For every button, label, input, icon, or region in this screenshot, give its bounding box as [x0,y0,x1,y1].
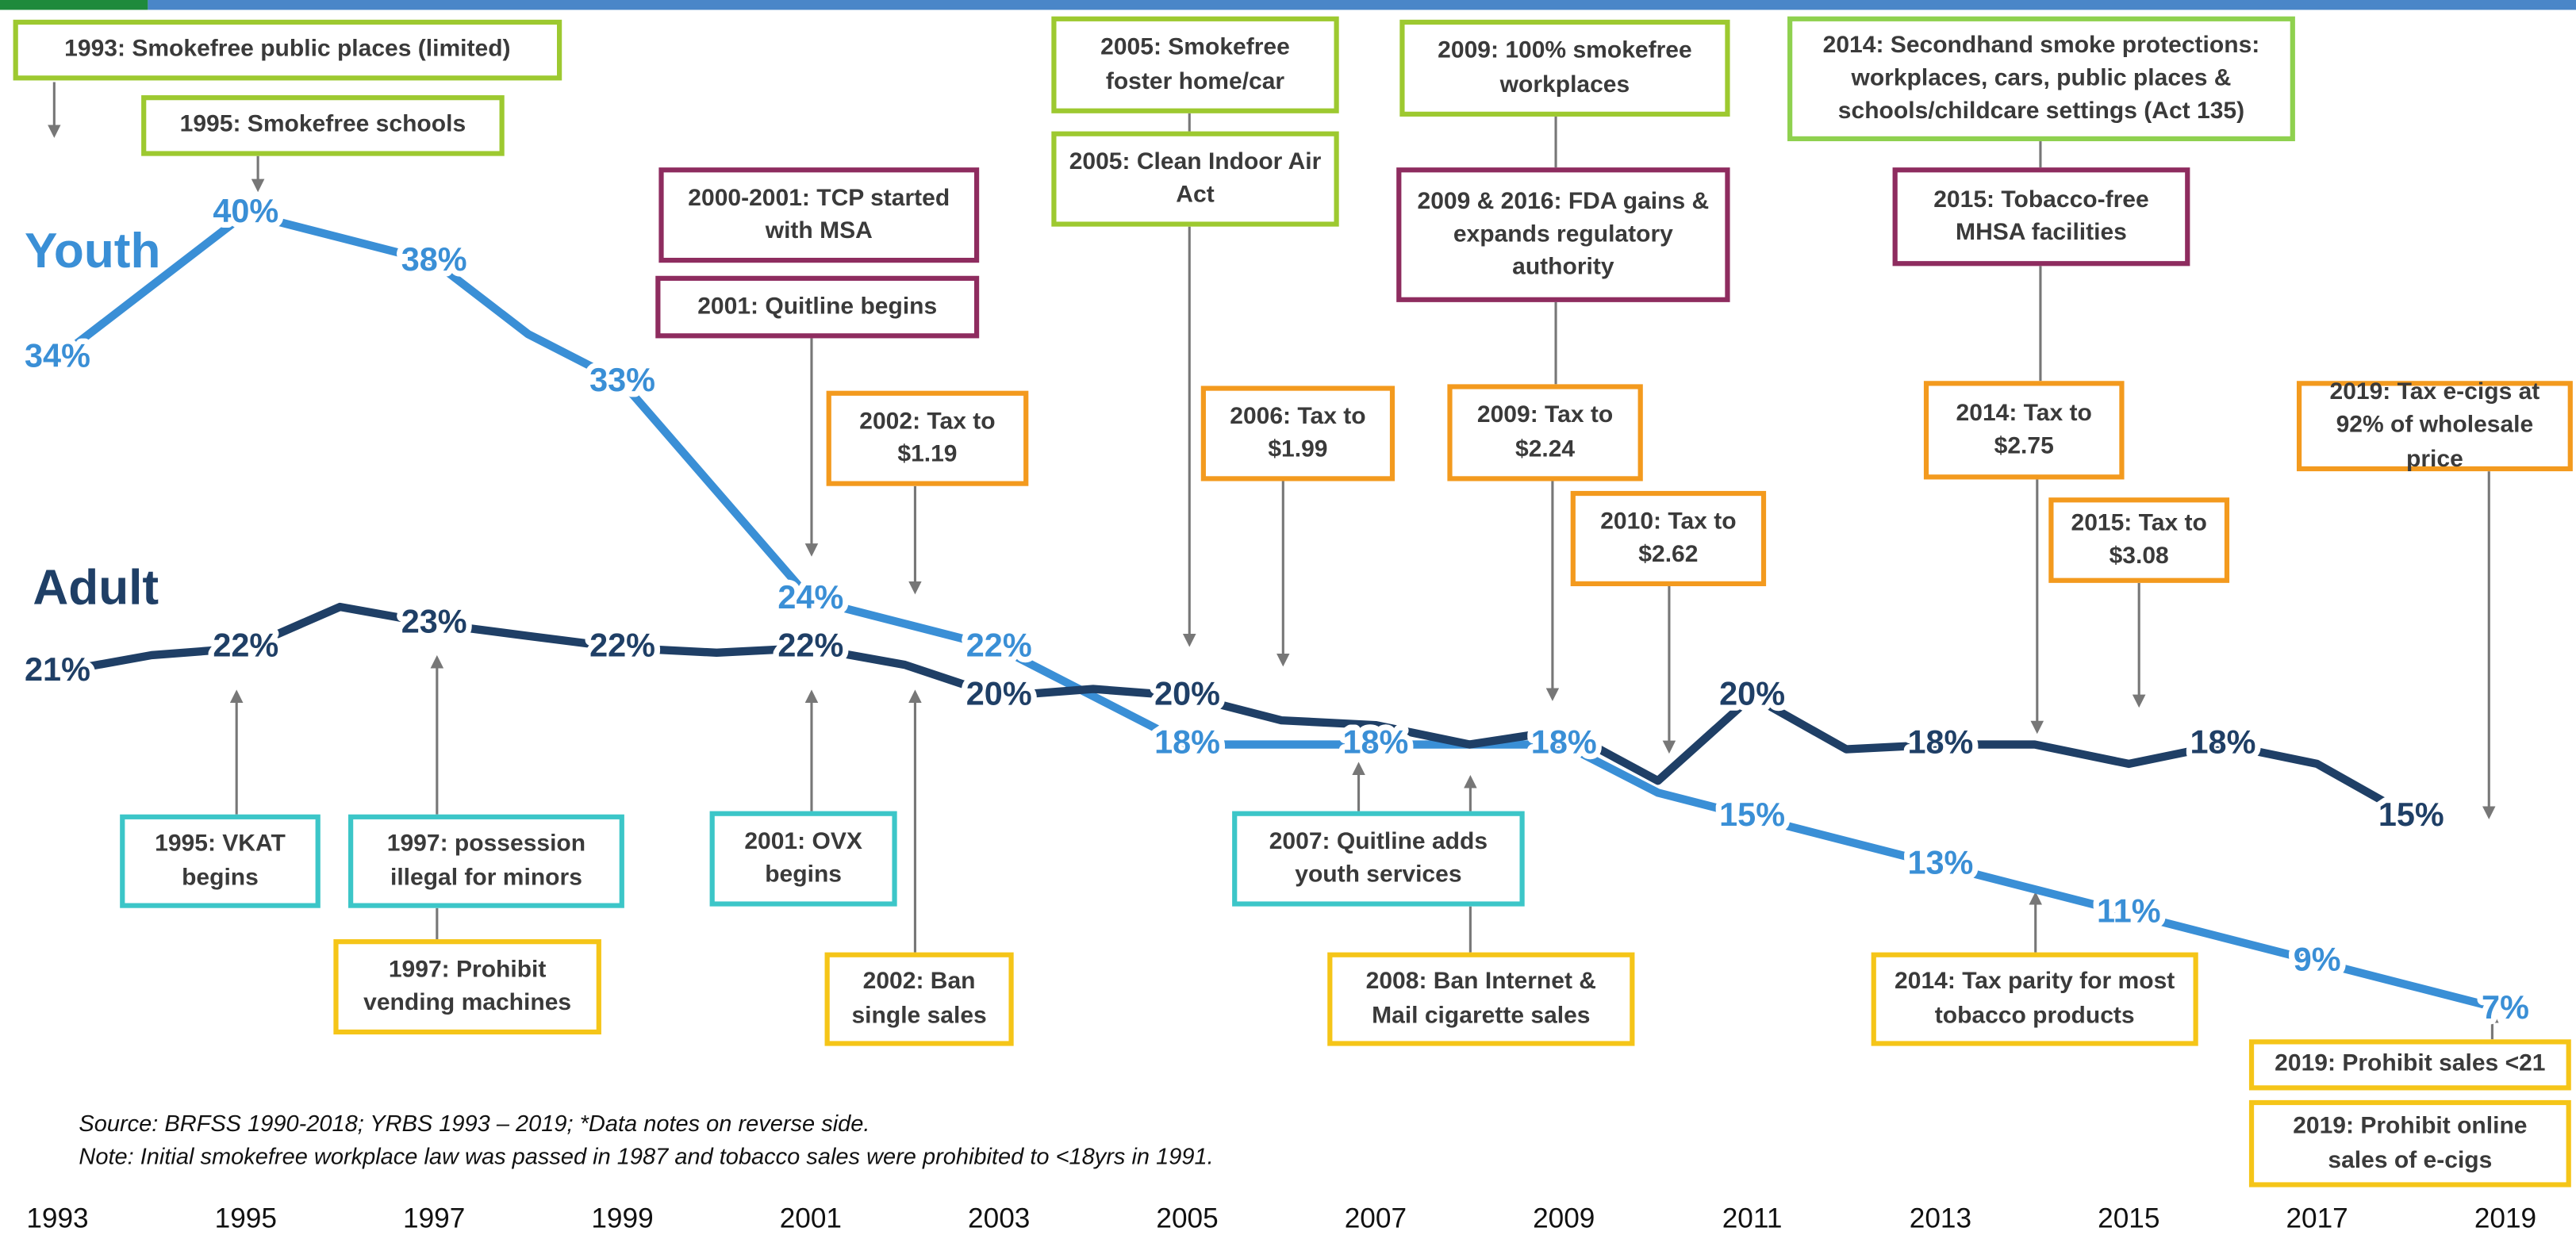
x-tick-label: 1999 [591,1203,653,1233]
data-label: 18% [1908,723,1974,760]
footnote: Source: BRFSS 1990-2018; YRBS 1993 – 201… [79,1110,870,1137]
data-label: 20% [1719,676,1785,712]
annotation-box: 2000-2001: TCP started with MSA [658,167,980,263]
data-label: 33% [589,362,655,398]
series-label: Adult [33,561,159,616]
annotation-box: 2009 & 2016: FDA gains & expands regulat… [1396,167,1730,302]
x-tick-label: 2003 [968,1203,1030,1233]
annotation-box: 2014: Secondhand smoke protections: work… [1787,16,2295,142]
annotation-box: 1995: VKAT begins [120,814,321,908]
data-label: 20% [1154,676,1220,712]
x-tick-label: 2009 [1533,1203,1595,1233]
x-tick-label: 1995 [215,1203,277,1233]
annotation-box: 1993: Smokefree public places (limited) [13,19,562,81]
data-label: 23% [401,603,467,639]
data-label: 13% [1908,845,1974,881]
data-label: 20% [966,676,1032,712]
top-bar [148,0,2576,10]
data-label: 11% [2097,892,2161,929]
data-label: 22% [213,627,278,664]
series-line [55,209,2507,1015]
top-bar [0,0,148,10]
annotation-box: 2008: Ban Internet & Mail cigarette sale… [1327,952,1635,1046]
annotation-box: 2002: Ban single sales [824,952,1014,1046]
x-tick-label: 2017 [2286,1203,2348,1233]
annotation-box: 2006: Tax to $1.99 [1200,386,1395,481]
data-label: 22% [589,627,655,664]
x-tick-label: 1997 [403,1203,465,1233]
x-tick-label: 2007 [1345,1203,1407,1233]
series-line [56,602,2413,821]
annotation-box: 2009: Tax to $2.24 [1447,384,1643,481]
series-label: Youth [25,224,160,278]
annotation-box: 2019: Prohibit sales <21 [2248,1039,2571,1091]
x-tick-label: 2005 [1156,1203,1218,1233]
data-label: 18% [1531,723,1597,760]
annotation-box: 2010: Tax to $2.62 [1570,490,1767,586]
annotation-box: 2005: Smokefree foster home/car [1051,16,1339,113]
annotation-box: 2005: Clean Indoor Air Act [1051,131,1339,227]
data-label: 7% [2482,989,2529,1026]
annotation-box: 2007: Quitline adds youth services [1232,811,1525,907]
annotation-box: 2001: Quitline begins [655,275,980,339]
data-label: 15% [1719,796,1785,833]
data-label: 18% [1154,723,1220,760]
data-label: 15% [2378,796,2444,833]
x-tick-label: 2015 [2098,1203,2159,1233]
data-label: 22% [966,627,1032,664]
data-label: 34% [25,338,90,374]
annotation-box: 2019: Prohibit online sales of e-cigs [2248,1099,2571,1187]
annotation-box: 2009: 100% smokefree workplaces [1399,19,1730,117]
data-label: 21% [25,651,90,688]
data-label: 40% [213,193,278,229]
annotation-box: 1997: possession illegal for minors [348,814,624,908]
annotation-box: 2001: OVX begins [709,811,897,907]
x-tick-label: 2001 [780,1203,842,1233]
annotation-box: 2002: Tax to $1.19 [826,390,1029,486]
data-label: 24% [777,579,843,616]
x-tick-label: 1993 [26,1203,88,1233]
annotation-box: 1995: Smokefree schools [141,95,505,156]
annotation-box: 2015: Tax to $3.08 [2048,497,2230,583]
x-tick-label: 2011 [1722,1203,1783,1233]
data-label: 18% [2190,723,2256,760]
annotation-box: 2019: Tax e-cigs at 92% of wholesale pri… [2296,379,2573,472]
x-tick-label: 2019 [2474,1203,2536,1233]
annotation-box: 2014: Tax parity for most tobacco produc… [1871,952,2198,1046]
data-label: 38% [401,241,467,278]
annotation-box: 2015: Tobacco-free MHSA facilities [1892,167,2190,267]
x-tick-label: 2013 [1910,1203,1971,1233]
annotation-box: 1997: Prohibit vending machines [333,939,601,1035]
footnote: Note: Initial smokefree workplace law wa… [79,1142,1214,1169]
data-label: 18% [1342,723,1408,760]
annotation-box: 2014: Tax to $2.75 [1923,381,2125,480]
data-label: 9% [2294,941,2341,977]
data-label: 22% [777,627,843,664]
